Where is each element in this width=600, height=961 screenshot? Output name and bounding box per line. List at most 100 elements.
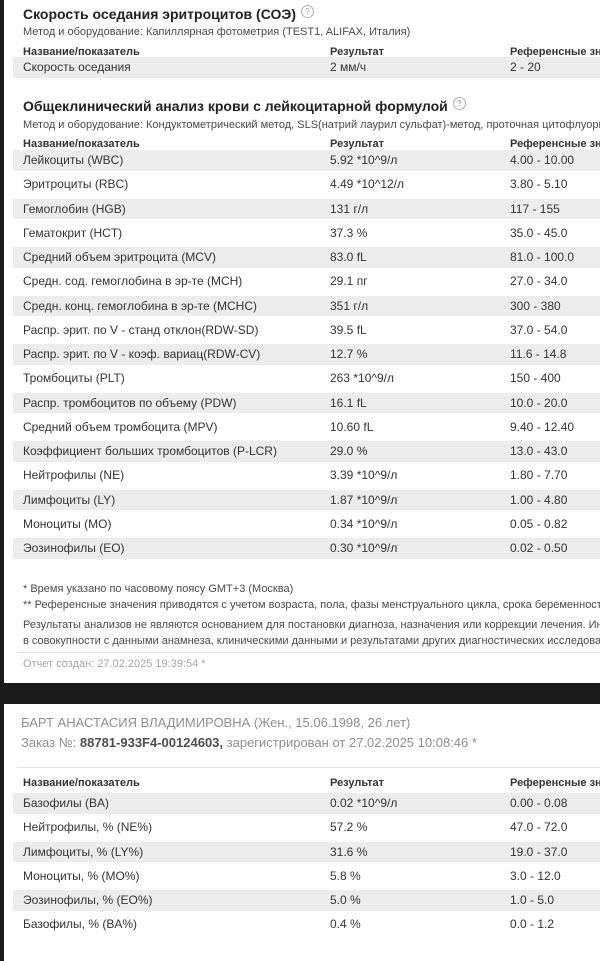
- table-row: Гемоглобин (HGB) 131 г/л 117 - 155: [13, 198, 600, 219]
- table-row: Нейтрофилы, % (NE%) 57.2 % 47.0 - 72.0: [13, 817, 600, 838]
- row-parameter-name: Скорость оседания: [23, 60, 131, 74]
- section-title-esr-text: Скорость оседания эритроцитов (СОЭ): [23, 6, 296, 22]
- row-result-value: 4.49 *10^12/л: [330, 177, 405, 192]
- row-result-value: 29.0 %: [330, 444, 368, 458]
- table-row: Распр. эрит. по V - станд отклон(RDW-SD)…: [13, 320, 600, 341]
- row-reference-range: 1.0 - 5.0: [510, 893, 555, 907]
- row-reference-range: 47.0 - 72.0: [510, 820, 568, 835]
- row-reference-range: 2 - 20: [510, 60, 541, 74]
- row-result-value: 29.1 пг: [330, 274, 368, 289]
- row-result-value: 351 г/л: [330, 298, 369, 313]
- table-row: Средний объем эритроцита (MCV) 83.0 fL 8…: [13, 247, 600, 268]
- row-result-value: 83.0 fL: [330, 250, 367, 264]
- patient-info: БАРТ АНАСТАСИЯ ВЛАДИМИРОВНА (Жен., 15.06…: [21, 715, 411, 730]
- row-reference-range: 117 - 155: [510, 201, 560, 216]
- row-result-value: 0.02 *10^9/л: [330, 796, 398, 810]
- table-row: Моноциты (MO) 0.34 *10^9/л 0.05 - 0.82: [13, 514, 600, 535]
- row-result-value: 263 *10^9/л: [330, 371, 395, 386]
- row-reference-range: 150 - 400: [510, 371, 561, 386]
- row-parameter-name: Коэффициент больших тромбоцитов (P-LCR): [23, 444, 277, 458]
- row-reference-range: 3.80 - 5.10: [510, 177, 568, 192]
- row-parameter-name: Распр. эрит. по V - коэф. вариац(RDW-CV): [23, 347, 261, 361]
- table-row: Лимфоциты (LY) 1.87 *10^9/л 1.00 - 4.80: [13, 489, 600, 510]
- table-row: Эозинофилы (EO) 0.30 *10^9/л 0.02 - 0.50: [13, 538, 600, 559]
- table-row: Скорость оседания 2 мм/ч 2 - 20: [13, 57, 600, 78]
- table-row: Средний объем тромбоцита (MPV) 10.60 fL …: [13, 417, 600, 438]
- row-reference-range: 300 - 380: [510, 298, 561, 313]
- row-result-value: 39.5 fL: [330, 322, 367, 337]
- row-result-value: 5.8 %: [330, 868, 361, 883]
- table-row: Коэффициент больших тромбоцитов (P-LCR) …: [13, 441, 600, 462]
- row-reference-range: 10.0 - 20.0: [510, 395, 568, 410]
- row-parameter-name: Распр. тромбоцитов по объему (PDW): [23, 395, 237, 410]
- row-result-value: 5.92 *10^9/л: [330, 153, 398, 167]
- table-row: Лейкоциты (WBC) 5.92 *10^9/л 4.00 - 10.0…: [13, 150, 600, 171]
- row-reference-range: 35.0 - 45.0: [510, 225, 568, 240]
- row-reference-range: 19.0 - 37.0: [510, 844, 568, 859]
- section-title-cbc-text: Общеклинический анализ крови с лейкоцита…: [23, 98, 448, 114]
- order-number: 88781-933F4-00124603,: [79, 735, 224, 750]
- row-reference-range: 4.00 - 10.00: [510, 153, 575, 167]
- header-result: Результат: [330, 46, 385, 58]
- row-parameter-name: Эритроциты (RBC): [23, 177, 129, 192]
- row-reference-range: 37.0 - 54.0: [510, 322, 568, 337]
- row-parameter-name: Эозинофилы, % (EO%): [23, 893, 153, 907]
- row-parameter-name: Средн. сод. гемоглобина в эр-те (MCH): [23, 274, 243, 289]
- footnote-timezone: * Время указано по часовому поясу GMT+3 …: [23, 583, 294, 595]
- row-reference-range: 81.0 - 100.0: [510, 250, 575, 264]
- section-title-cbc: Общеклинический анализ крови с лейкоцита…: [23, 97, 600, 114]
- row-parameter-name: Лимфоциты, % (LY%): [23, 844, 144, 859]
- order-label: Заказ №:: [21, 735, 80, 750]
- header-result: Результат: [330, 138, 385, 150]
- table-row: Эритроциты (RBC) 4.49 *10^12/л 3.80 - 5.…: [13, 174, 600, 195]
- report-page-2: БАРТ АНАСТАСИЯ ВЛАДИМИРОВНА (Жен., 15.06…: [4, 704, 600, 961]
- header-parameter: Название/показатель: [23, 777, 140, 789]
- divider: [17, 767, 600, 768]
- row-result-value: 131 г/л: [330, 201, 369, 216]
- table-header-cbc: Название/показатель Результат Референсны…: [4, 138, 600, 152]
- row-reference-range: 13.0 - 43.0: [510, 444, 568, 458]
- row-result-value: 0.34 *10^9/л: [330, 516, 398, 531]
- table-row: Моноциты, % (MO%) 5.8 % 3.0 - 12.0: [13, 866, 600, 887]
- row-reference-range: 0.00 - 0.08: [510, 796, 568, 810]
- header-reference: Референсные значения: [510, 777, 600, 789]
- header-reference: Референсные значения: [510, 46, 600, 58]
- table-row: Тромбоциты (PLT) 263 *10^9/л 150 - 400: [13, 368, 600, 389]
- table-row: Распр. тромбоцитов по объему (PDW) 16.1 …: [13, 392, 600, 413]
- row-reference-range: 1.00 - 4.80: [510, 492, 568, 507]
- row-reference-range: 3.0 - 12.0: [510, 868, 561, 883]
- header-parameter: Название/показатель: [23, 46, 140, 58]
- order-info: Заказ №: 88781-933F4-00124603, зарегистр…: [21, 735, 600, 750]
- info-icon[interactable]: ?: [452, 97, 466, 110]
- row-reference-range: 0.0 - 1.2: [510, 917, 555, 932]
- row-parameter-name: Средн. конц. гемоглобина в эр-те (MCHC): [23, 298, 257, 313]
- row-parameter-name: Нейтрофилы, % (NE%): [23, 820, 153, 835]
- row-result-value: 16.1 fL: [330, 395, 367, 410]
- row-reference-range: 0.02 - 0.50: [510, 541, 568, 555]
- footnote-reference-values: ** Референсные значения приводятся с уче…: [23, 599, 600, 611]
- row-result-value: 31.6 %: [330, 844, 368, 859]
- row-parameter-name: Гематокрит (HCT): [23, 225, 123, 240]
- table-header-diff: Название/показатель Результат Референсны…: [4, 777, 600, 791]
- disclaimer-line-1: Результаты анализов не являются основани…: [23, 619, 600, 631]
- row-result-value: 3.39 *10^9/л: [330, 468, 398, 483]
- row-parameter-name: Эозинофилы (EO): [23, 541, 125, 555]
- row-result-value: 1.87 *10^9/л: [330, 492, 398, 507]
- row-parameter-name: Распр. эрит. по V - станд отклон(RDW-SD): [23, 322, 259, 337]
- diff-table: Базофилы (BA) 0.02 *10^9/л 0.00 - 0.08 Н…: [13, 793, 600, 939]
- table-header-esr: Название/показатель Результат Референсны…: [4, 46, 600, 60]
- row-reference-range: 27.0 - 34.0: [510, 274, 568, 289]
- table-row: Распр. эрит. по V - коэф. вариац(RDW-CV)…: [13, 344, 600, 365]
- info-icon[interactable]: ?: [301, 5, 314, 18]
- row-result-value: 0.4 %: [330, 917, 361, 932]
- header-parameter: Название/показатель: [23, 138, 140, 150]
- row-result-value: 57.2 %: [330, 820, 368, 835]
- disclaimer-line-2: в совокупности с данными анамнеза, клини…: [23, 635, 600, 647]
- row-reference-range: 1.80 - 7.70: [510, 468, 568, 483]
- section-title-esr: Скорость оседания эритроцитов (СОЭ)?: [23, 5, 600, 22]
- table-row: Базофилы, % (BA%) 0.4 % 0.0 - 1.2: [13, 914, 600, 935]
- row-parameter-name: Моноциты, % (MO%): [23, 868, 140, 883]
- row-reference-range: 9.40 - 12.40: [510, 419, 575, 434]
- row-parameter-name: Средний объем эритроцита (MCV): [23, 250, 216, 264]
